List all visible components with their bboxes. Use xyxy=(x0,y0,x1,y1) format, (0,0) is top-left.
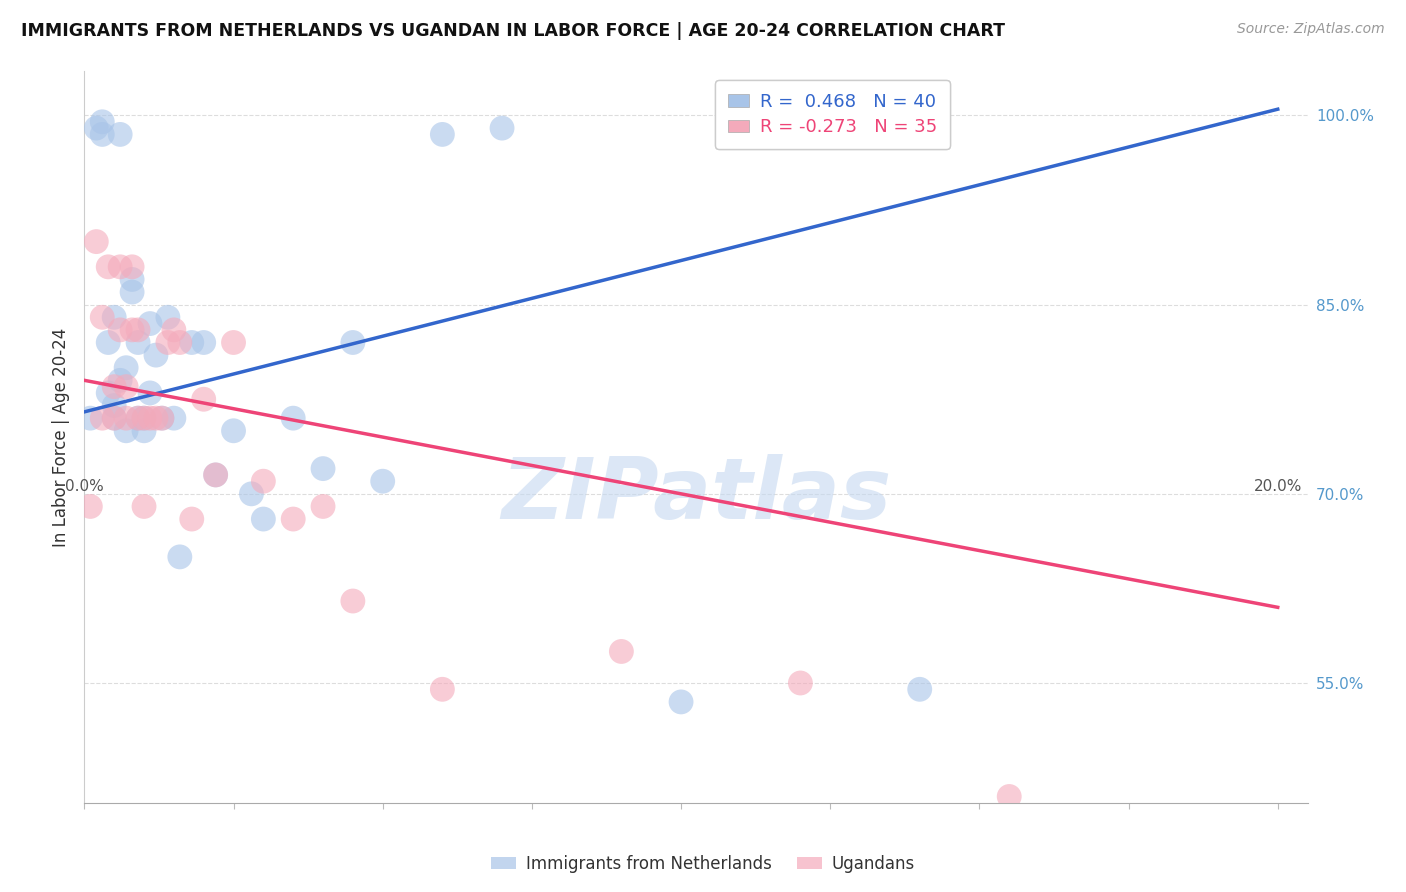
Point xyxy=(610,644,633,658)
Point xyxy=(108,323,131,337)
Point xyxy=(908,682,931,697)
Point xyxy=(103,379,125,393)
Y-axis label: In Labor Force | Age 20-24: In Labor Force | Age 20-24 xyxy=(52,327,70,547)
Point xyxy=(222,335,245,350)
Point xyxy=(139,386,162,401)
Point xyxy=(240,487,263,501)
Point xyxy=(108,373,131,387)
Text: 0.0%: 0.0% xyxy=(65,479,104,494)
Point xyxy=(150,411,173,425)
Point xyxy=(283,411,305,425)
Point xyxy=(121,285,143,299)
Point xyxy=(204,467,226,482)
Point xyxy=(103,310,125,325)
Point xyxy=(283,512,305,526)
Point xyxy=(156,335,179,350)
Point xyxy=(97,386,120,401)
Point xyxy=(103,411,125,425)
Point xyxy=(204,467,226,482)
Text: ZIPatlas: ZIPatlas xyxy=(501,454,891,537)
Point xyxy=(84,121,107,136)
Point xyxy=(91,310,114,325)
Point xyxy=(103,399,125,413)
Point xyxy=(115,379,138,393)
Point xyxy=(156,310,179,325)
Point xyxy=(145,411,167,425)
Point xyxy=(115,360,138,375)
Point xyxy=(84,235,107,249)
Point xyxy=(193,392,215,407)
Point xyxy=(91,128,114,142)
Point xyxy=(371,474,394,488)
Point xyxy=(180,335,202,350)
Point xyxy=(163,323,186,337)
Point xyxy=(169,549,191,564)
Point xyxy=(127,411,149,425)
Point xyxy=(132,424,155,438)
Point xyxy=(252,512,274,526)
Text: Source: ZipAtlas.com: Source: ZipAtlas.com xyxy=(1237,22,1385,37)
Point xyxy=(432,682,454,697)
Point xyxy=(132,411,155,425)
Point xyxy=(79,411,101,425)
Point xyxy=(108,128,131,142)
Point xyxy=(127,411,149,425)
Point xyxy=(139,411,162,425)
Legend: Immigrants from Netherlands, Ugandans: Immigrants from Netherlands, Ugandans xyxy=(484,848,922,880)
Point xyxy=(193,335,215,350)
Point xyxy=(121,323,143,337)
Legend: R =  0.468   N = 40, R = -0.273   N = 35: R = 0.468 N = 40, R = -0.273 N = 35 xyxy=(714,80,950,149)
Text: IMMIGRANTS FROM NETHERLANDS VS UGANDAN IN LABOR FORCE | AGE 20-24 CORRELATION CH: IMMIGRANTS FROM NETHERLANDS VS UGANDAN I… xyxy=(21,22,1005,40)
Point xyxy=(139,317,162,331)
Point xyxy=(998,789,1021,804)
Point xyxy=(132,411,155,425)
Point xyxy=(432,128,454,142)
Point xyxy=(97,335,120,350)
Point xyxy=(669,695,692,709)
Point xyxy=(222,424,245,438)
Point xyxy=(145,348,167,362)
Point xyxy=(342,594,364,608)
Point xyxy=(121,272,143,286)
Point xyxy=(97,260,120,274)
Point xyxy=(789,676,811,690)
Point xyxy=(108,260,131,274)
Point xyxy=(91,411,114,425)
Point xyxy=(91,115,114,129)
Point xyxy=(312,500,335,514)
Point xyxy=(163,411,186,425)
Point xyxy=(312,461,335,475)
Point xyxy=(115,424,138,438)
Point xyxy=(132,500,155,514)
Point xyxy=(121,260,143,274)
Point xyxy=(180,512,202,526)
Point xyxy=(491,121,513,136)
Text: 20.0%: 20.0% xyxy=(1254,479,1302,494)
Point xyxy=(342,335,364,350)
Point xyxy=(252,474,274,488)
Point xyxy=(127,323,149,337)
Point xyxy=(79,500,101,514)
Point xyxy=(115,411,138,425)
Point xyxy=(169,335,191,350)
Point xyxy=(103,411,125,425)
Point xyxy=(150,411,173,425)
Point xyxy=(127,335,149,350)
